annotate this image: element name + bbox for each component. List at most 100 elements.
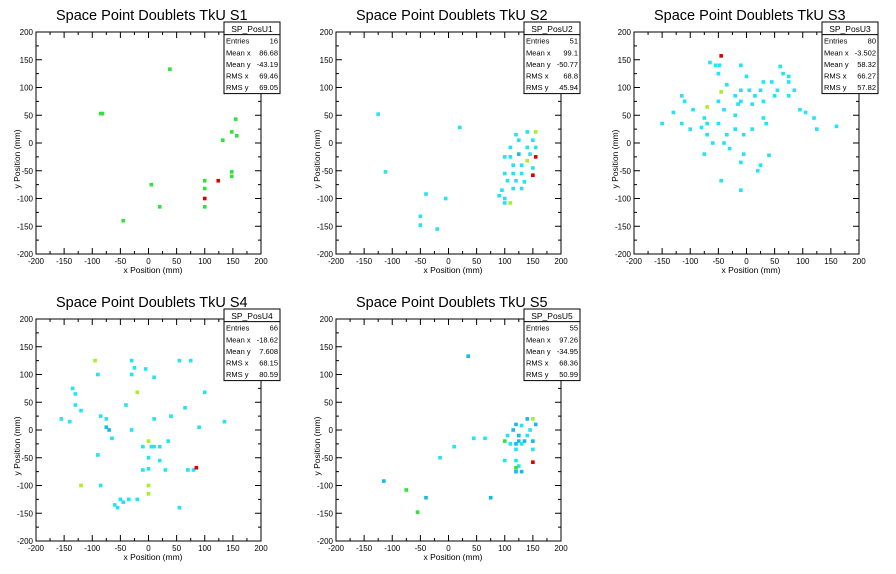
histogram-bin	[438, 455, 442, 460]
histogram-bin	[418, 223, 423, 227]
histogram-bin	[514, 422, 518, 427]
histogram-bin	[169, 414, 173, 418]
x-tick-label: 100	[498, 544, 512, 553]
y-tick-label: 150	[20, 343, 34, 352]
stats-value: 51	[570, 37, 578, 46]
stats-label: RMS y	[526, 370, 549, 379]
histogram-bin	[716, 99, 721, 104]
histogram-bin	[525, 433, 530, 438]
histogram-bin	[519, 186, 524, 191]
stats-value: -50.77	[557, 60, 578, 69]
histogram-bin	[834, 124, 839, 129]
histogram-bin	[59, 417, 64, 421]
histogram-bin	[525, 158, 530, 163]
stats-box: SP_PosU5 Entries 55 Mean x 97.26 Mean y -34.95…	[523, 308, 581, 382]
histogram-bin	[143, 367, 148, 371]
histogram-bin	[502, 196, 507, 201]
histogram-bin	[186, 468, 190, 472]
histogram-bin	[528, 152, 532, 156]
histogram-bin	[229, 170, 234, 174]
stats-label: Mean x	[526, 48, 551, 57]
histogram-bin	[93, 358, 97, 363]
histogram-bin	[505, 178, 510, 183]
x-axis-label: x Position (mm)	[423, 265, 482, 275]
histogram-bin	[758, 163, 763, 168]
stats-name: SP_PosU1	[231, 24, 273, 34]
histogram-bin	[121, 218, 126, 223]
histogram-bin	[519, 469, 524, 474]
y-axis-label: y Position (mm)	[610, 129, 620, 188]
x-tick-label: -100	[84, 257, 101, 266]
histogram-bin	[522, 180, 527, 184]
y-tick-label: -50	[21, 167, 33, 176]
x-tick-label: 0	[744, 257, 749, 266]
histogram-bin	[531, 460, 535, 464]
x-tick-label: 200	[554, 257, 568, 266]
stats-label: Mean y	[226, 60, 251, 69]
histogram-bin	[514, 465, 518, 470]
histogram-bin	[194, 465, 199, 470]
histogram-bin	[216, 178, 221, 183]
histogram-bin	[519, 423, 524, 428]
histogram-bin	[452, 444, 456, 449]
histogram-bin	[163, 468, 168, 472]
histogram-bin	[129, 428, 134, 432]
histogram-bin	[679, 121, 684, 126]
stats-box-frame	[223, 21, 281, 95]
histogram-bin	[792, 88, 797, 93]
histogram-bin	[511, 163, 516, 168]
histogram-bin	[202, 178, 207, 183]
histogram-bin	[435, 227, 440, 231]
x-tick-label: 0	[146, 544, 151, 553]
y-tick-label: -100	[317, 482, 334, 491]
histogram-bin	[514, 132, 518, 137]
histogram-bin	[118, 497, 123, 502]
x-tick-label: 150	[824, 257, 838, 266]
histogram-bin	[724, 132, 729, 137]
histogram-bin	[516, 433, 521, 438]
histogram-bin	[488, 495, 493, 500]
histogram-bin	[775, 88, 780, 93]
x-tick-label: -100	[84, 544, 101, 553]
histogram-bin	[424, 495, 428, 500]
histogram-bin	[132, 366, 137, 370]
stats-value: 68.8	[563, 72, 578, 81]
x-tick-label: -50	[415, 544, 427, 553]
histogram-bin	[183, 405, 187, 410]
x-axis-label: x Position (mm)	[721, 265, 780, 275]
y-tick-label: 150	[20, 56, 34, 65]
histogram-bin	[502, 458, 507, 463]
histogram-bin	[781, 71, 785, 76]
y-tick-label: -200	[17, 250, 34, 259]
histogram-bin	[528, 428, 532, 432]
stats-box-frame	[523, 21, 581, 95]
stats-value: 80.59	[259, 370, 278, 379]
histogram-bin	[739, 63, 743, 68]
stats-label: Mean x	[226, 48, 251, 57]
y-tick-label: -150	[317, 509, 334, 518]
y-tick-label: -200	[17, 537, 34, 546]
histogram-bin	[502, 439, 507, 443]
histogram-bin	[157, 444, 162, 449]
histogram-bin	[716, 121, 721, 126]
histogram-bin	[110, 436, 114, 441]
stats-value: 7.608	[259, 347, 278, 356]
x-tick-label: 150	[526, 544, 540, 553]
y-tick-label: -100	[317, 195, 334, 204]
histogram-bin	[778, 64, 783, 69]
histogram-bin	[229, 130, 234, 134]
x-tick-label: 100	[498, 257, 512, 266]
x-tick-label: 150	[526, 257, 540, 266]
histogram-bin	[519, 163, 524, 168]
histogram-bin	[516, 138, 521, 143]
y-axis-label: y Position (mm)	[312, 416, 322, 475]
stats-label: Mean x	[226, 335, 251, 344]
histogram-bin	[234, 133, 239, 138]
histogram-bin	[152, 417, 156, 421]
stats-name: SP_PosU3	[829, 24, 871, 34]
histogram-bin	[739, 88, 743, 93]
histogram-bin	[736, 102, 740, 106]
histogram-bin	[727, 146, 732, 151]
histogram-bin	[682, 99, 687, 104]
histogram-bin	[121, 500, 126, 504]
